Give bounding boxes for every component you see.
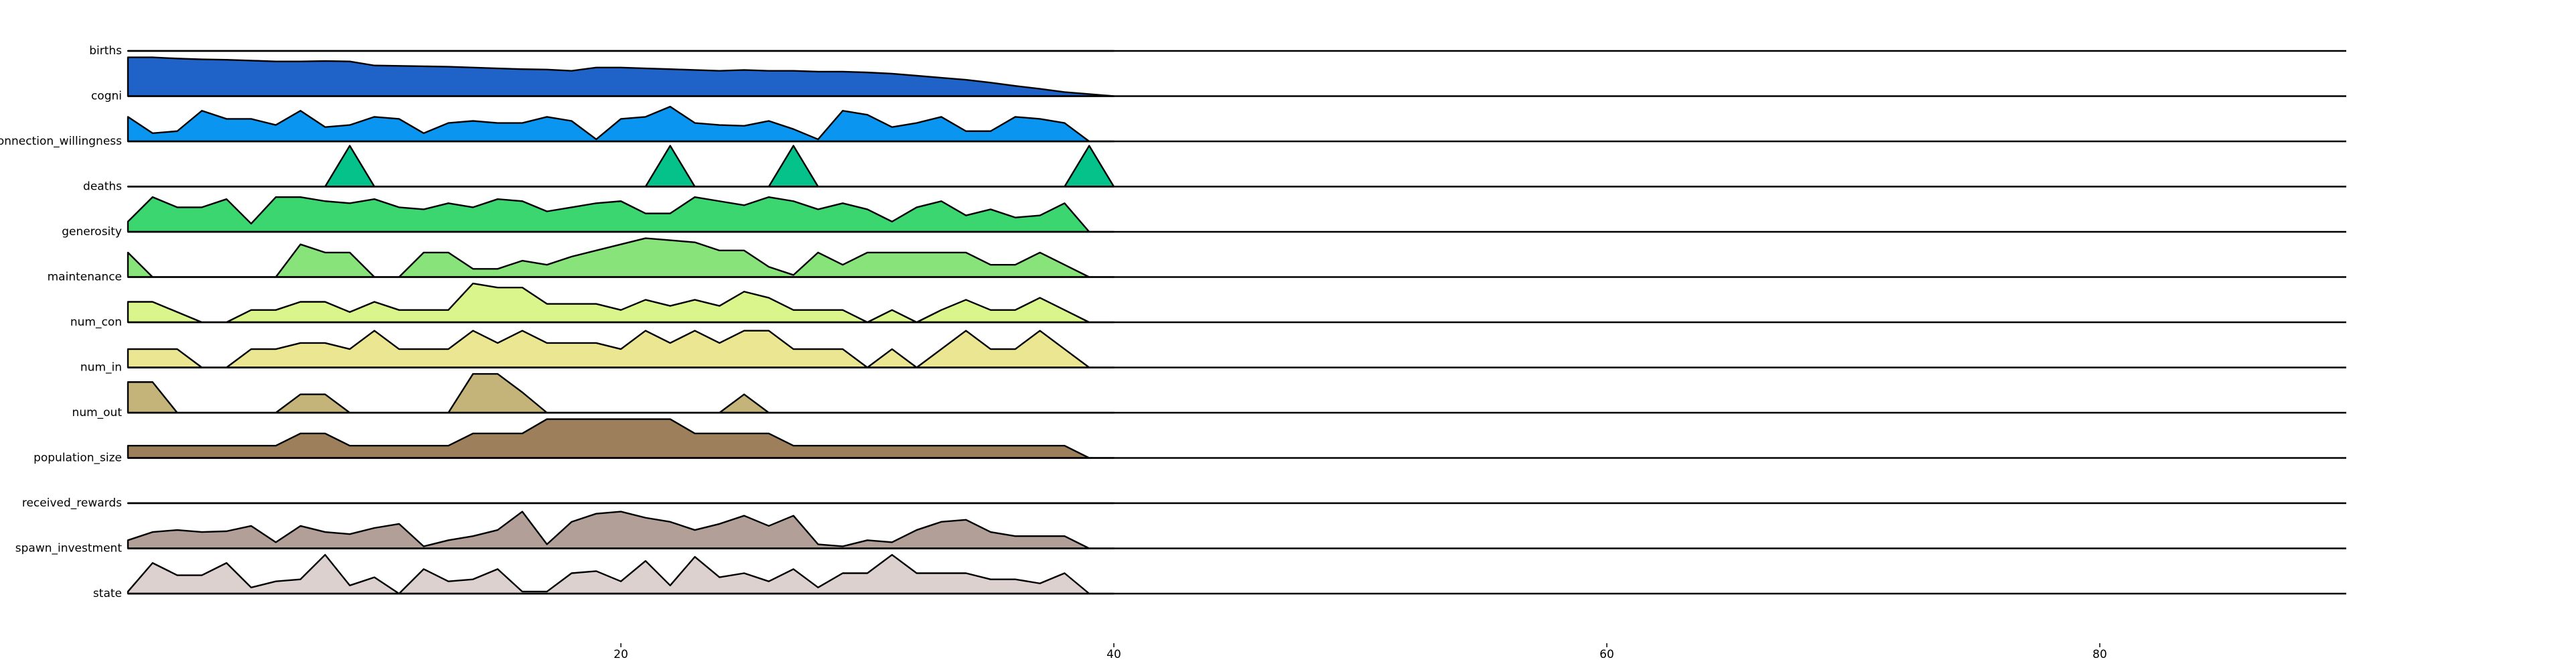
ridge-area [127,105,1115,143]
ridge-area [127,196,1115,233]
ridge-area [127,56,1115,97]
row-label: connection_willingness [0,135,122,148]
row-label: generosity [62,225,122,239]
row-label: num_out [72,406,123,419]
row-label: spawn_investment [15,542,123,555]
x-tick-label: 20 [614,648,628,661]
x-tick-label: 40 [1106,648,1121,661]
x-tick-label: 80 [2092,648,2107,661]
row-label: state [93,587,122,600]
ridge-area [127,373,1115,414]
ridge-area [127,330,1115,368]
row-label: population_size [33,452,122,465]
ridge-area [127,553,1115,595]
row-label: maintenance [48,271,122,284]
row-label: births [89,44,122,58]
row-label: num_con [70,316,122,329]
ridge-area [127,418,1115,459]
ridge-area [127,282,1115,324]
row-label: cogni [91,90,122,103]
ridge-area [127,237,1115,278]
row-label: deaths [83,180,122,194]
x-tick-label: 60 [1599,648,1614,661]
ridge-area [127,145,1115,188]
row-label: num_in [80,361,122,375]
ridge-area [127,511,1115,549]
row-label: received_rewards [22,496,122,510]
